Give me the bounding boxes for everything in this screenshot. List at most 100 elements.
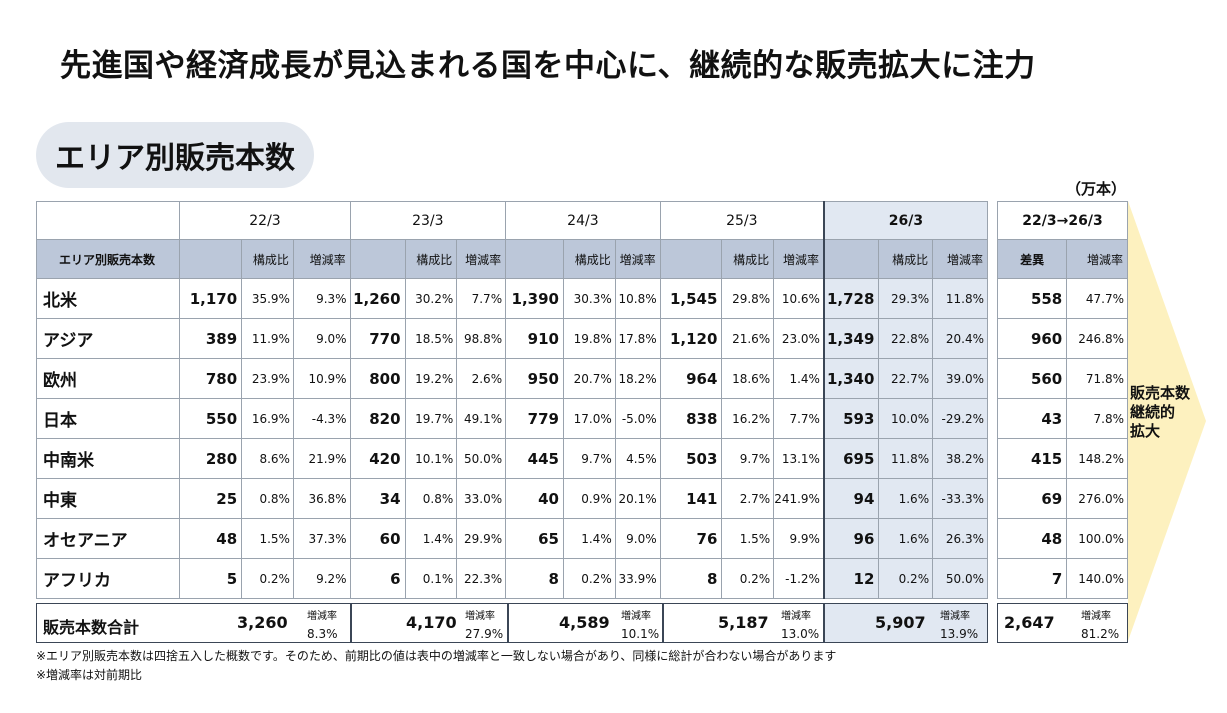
units-cell: 141 <box>659 478 723 519</box>
table-row: 日本 550 16.9% -4.3% 820 19.7% 49.1% 779 17.0% -5.0… <box>35 398 988 439</box>
diff-rate-cell: 246.8% <box>1066 318 1128 359</box>
diff-cell: 415 <box>996 438 1068 479</box>
total-box: 販売本数合計 3,260 増減率 8.3% <box>36 603 351 643</box>
diff-rate-cell: 140.0% <box>1066 558 1128 599</box>
growth-cell: 1.4% <box>773 358 825 399</box>
year-header-row: 22/3 23/3 24/3 25/3 26/3 <box>35 201 988 240</box>
total-rate-value: 13.0% <box>781 627 820 641</box>
diff-rate-cell: 148.2% <box>1066 438 1128 479</box>
arrow-text: 販売本数 継続的 拡大 <box>1130 384 1190 441</box>
share-cell: 19.7% <box>404 398 458 439</box>
area-name: 欧州 <box>35 358 181 399</box>
units-header-cell <box>659 239 723 279</box>
area-name: アフリカ <box>35 558 181 599</box>
growth-cell: 20.1% <box>614 478 661 519</box>
growth-cell: -4.3% <box>292 398 351 439</box>
unit-label: （万本） <box>1066 180 1127 198</box>
arrow-text-line: 継続的 <box>1130 403 1176 421</box>
growth-cell: 9.3% <box>292 278 351 319</box>
share-cell: 0.2% <box>721 558 775 599</box>
year-header: 24/3 <box>505 201 661 240</box>
diff-cell: 558 <box>996 278 1068 319</box>
units-cell: 1,340 <box>822 358 880 399</box>
growth-cell: 33.9% <box>614 558 661 599</box>
growth-cell: 98.8% <box>456 318 507 359</box>
share-cell: 19.2% <box>404 358 458 399</box>
units-cell: 1,728 <box>822 278 880 319</box>
rate-label: 増減率 <box>1066 239 1128 279</box>
diff-row: 560 71.8% <box>996 358 1128 399</box>
share-cell: 1.6% <box>878 478 934 519</box>
share-cell: 22.8% <box>878 318 934 359</box>
units-cell: 94 <box>822 478 880 519</box>
units-cell: 780 <box>179 358 243 399</box>
share-header: 構成比 <box>878 239 934 279</box>
diff-rate-cell: 7.8% <box>1066 398 1128 439</box>
growth-cell: 33.0% <box>456 478 507 519</box>
share-cell: 0.2% <box>241 558 294 599</box>
share-cell: 18.6% <box>721 358 775 399</box>
share-cell: 19.8% <box>562 318 616 359</box>
units-cell: 48 <box>179 518 243 559</box>
growth-cell: 49.1% <box>456 398 507 439</box>
growth-cell: 18.2% <box>614 358 661 399</box>
growth-cell: 36.8% <box>292 478 351 519</box>
share-cell: 30.2% <box>404 278 458 319</box>
units-cell: 964 <box>659 358 723 399</box>
units-header-cell <box>349 239 406 279</box>
share-cell: 1.6% <box>878 518 934 559</box>
units-cell: 5 <box>179 558 243 599</box>
diff-row: 558 47.7% <box>996 278 1128 319</box>
growth-cell: 241.9% <box>773 478 825 519</box>
diff-rate-cell: 276.0% <box>1066 478 1128 519</box>
total-label: 販売本数合計 <box>43 618 140 637</box>
total-rate-label: 増減率 <box>465 611 495 622</box>
share-cell: 1.4% <box>404 518 458 559</box>
units-cell: 950 <box>505 358 564 399</box>
sales-table: 22/3 23/3 24/3 25/3 26/3 エリア別販売本数 構成比 増減率 構成比 増減率… <box>35 201 988 599</box>
share-cell: 11.9% <box>241 318 294 359</box>
growth-arrow-icon <box>1128 201 1206 641</box>
units-cell: 1,260 <box>349 278 406 319</box>
share-cell: 35.9% <box>241 278 294 319</box>
table-row: 欧州 780 23.9% 10.9% 800 19.2% 2.6% 950 20.7% 18.2%… <box>35 358 988 399</box>
share-cell: 1.4% <box>562 518 616 559</box>
total-value: 4,170 <box>406 613 457 632</box>
diff-row: 43 7.8% <box>996 398 1128 439</box>
growth-cell: -1.2% <box>773 558 825 599</box>
total-value: 5,187 <box>718 613 769 632</box>
arrow-text-line: 販売本数 <box>1130 384 1191 402</box>
diff-period-header: 22/3→26/3 <box>997 201 1128 240</box>
growth-cell: 26.3% <box>932 518 988 559</box>
diff-cell: 69 <box>996 478 1068 519</box>
total-value: 5,907 <box>875 613 926 632</box>
units-cell: 60 <box>349 518 406 559</box>
total-box: 5,907 増減率 13.9% <box>824 603 988 643</box>
growth-cell: 22.3% <box>456 558 507 599</box>
total-value: 4,589 <box>559 613 610 632</box>
total-diff-box: 2,647 増減率 81.2% <box>997 603 1128 643</box>
units-cell: 40 <box>505 478 564 519</box>
footnote-1: ※エリア別販売本数は四捨五入した概数です。そのため、前期比の値は表中の増減率と一… <box>36 649 837 663</box>
growth-cell: 50.0% <box>456 438 507 479</box>
units-cell: 1,120 <box>659 318 723 359</box>
units-cell: 445 <box>505 438 564 479</box>
units-cell: 503 <box>659 438 723 479</box>
table-row: 北米 1,170 35.9% 9.3% 1,260 30.2% 7.7% 1,390 30.3%… <box>35 278 988 319</box>
share-cell: 9.7% <box>562 438 616 479</box>
share-cell: 16.2% <box>721 398 775 439</box>
share-cell: 10.0% <box>878 398 934 439</box>
share-cell: 0.2% <box>878 558 934 599</box>
share-header: 構成比 <box>241 239 294 279</box>
units-cell: 8 <box>659 558 723 599</box>
units-cell: 1,349 <box>822 318 880 359</box>
units-cell: 8 <box>505 558 564 599</box>
share-cell: 2.7% <box>721 478 775 519</box>
total-rate-label: 増減率 <box>1081 611 1111 622</box>
units-cell: 420 <box>349 438 406 479</box>
growth-cell: 2.6% <box>456 358 507 399</box>
units-cell: 12 <box>822 558 880 599</box>
total-rate-value: 13.9% <box>940 627 979 641</box>
growth-cell: 7.7% <box>456 278 507 319</box>
units-cell: 820 <box>349 398 406 439</box>
